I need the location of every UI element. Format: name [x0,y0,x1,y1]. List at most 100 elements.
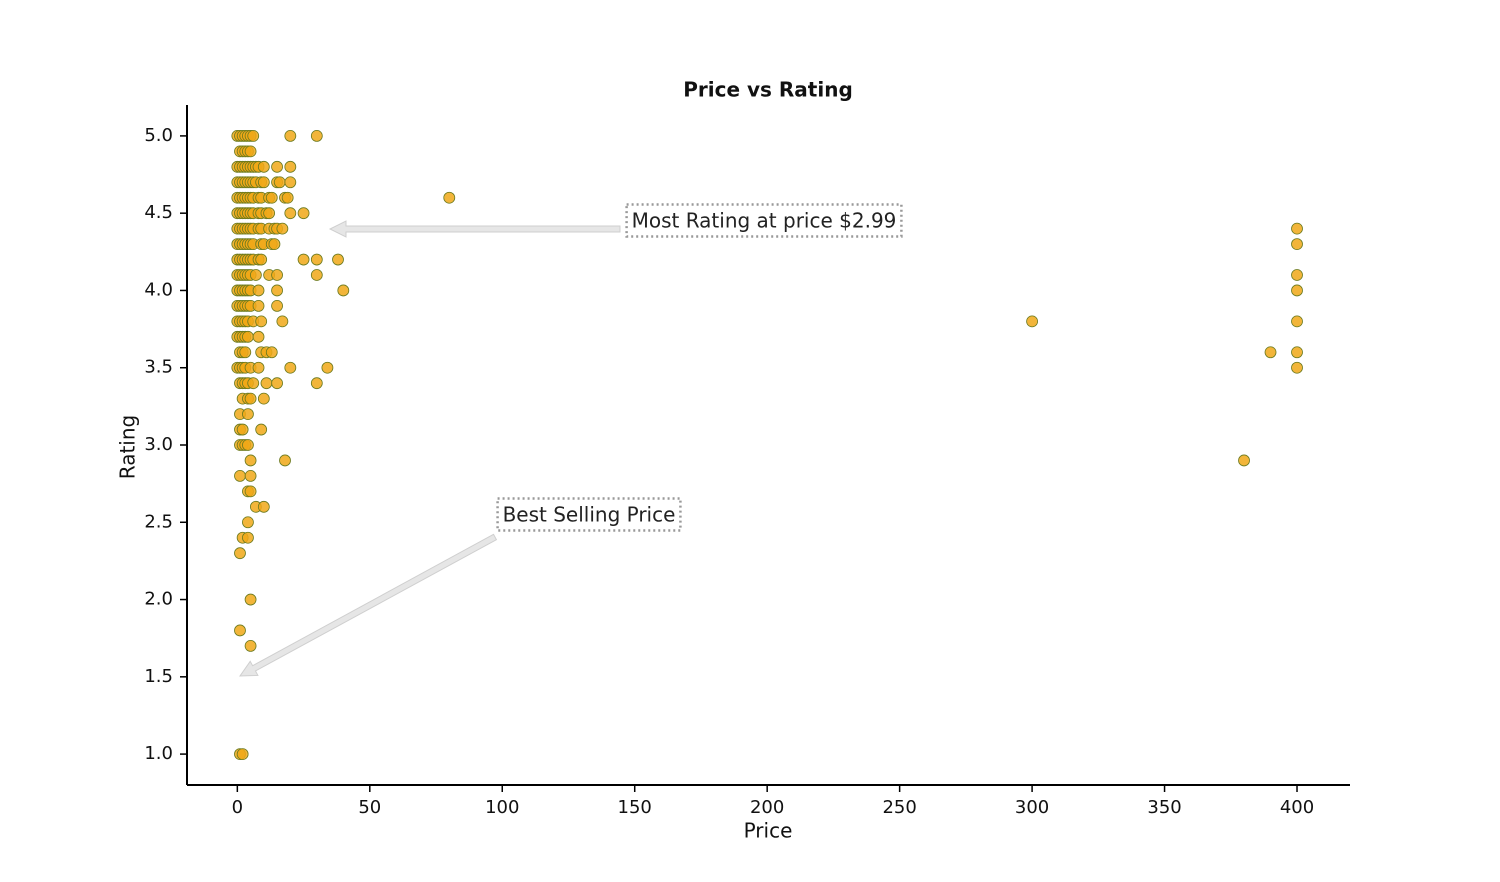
point [276,315,289,328]
y-axis-label: Rating [116,415,140,479]
point [284,361,297,374]
point [271,377,283,390]
annotation-box [496,497,682,532]
point [255,253,268,266]
point [242,330,254,343]
point [257,392,270,405]
point [443,191,456,204]
point [242,516,254,529]
point [271,160,283,173]
point [271,300,283,312]
point [239,346,252,359]
x-tick-label: 150 [618,797,652,818]
point [247,130,260,142]
point [281,191,294,204]
point [260,377,273,390]
y-tick-label: 3.0 [144,434,173,455]
point [337,284,350,297]
annotation-arrow [328,220,621,238]
point [310,253,323,266]
point [1026,315,1038,328]
y-tick-label: 1.0 [144,743,173,764]
x-axis-label: Price [744,819,793,843]
point [1291,284,1303,297]
point [244,593,257,606]
point [242,531,254,544]
point [265,346,278,359]
point [252,300,265,312]
point [1291,346,1303,359]
point [255,315,268,328]
point [321,361,334,374]
y-tick-label: 5.0 [144,125,173,146]
point [257,160,270,173]
point [284,130,297,142]
point [271,284,283,297]
point [332,253,344,266]
point [252,284,265,297]
x-tick-label: 350 [1147,797,1181,818]
point [257,500,270,513]
point [249,269,262,281]
point [1291,269,1303,281]
point [284,160,297,173]
y-tick-label: 2.0 [144,589,173,610]
y-tick-label: 1.5 [144,666,173,687]
point [268,238,281,250]
point [284,207,297,220]
point [247,377,260,390]
point [244,145,257,158]
annotation-text: Best Selling Price [503,503,676,527]
point [297,253,310,266]
y-tick-label: 4.0 [144,279,173,300]
x-tick-label: 400 [1280,797,1314,818]
point [244,470,257,482]
point [257,176,270,189]
point [236,748,249,760]
x-tick-label: 50 [358,797,381,818]
point [242,408,254,420]
point [242,439,254,451]
point [234,547,246,560]
x-tick-label: 0 [232,797,243,818]
chart-title: Price vs Rating [683,78,853,102]
point [276,222,289,235]
point [265,191,278,204]
point [310,269,323,281]
annotation-text: Most Rating at price $2.99 [632,209,897,233]
y-tick-label: 2.5 [144,511,173,532]
point [1264,346,1277,359]
x-tick-label: 300 [1015,797,1049,818]
annotation-arrow [239,533,498,677]
point [279,454,291,467]
annotation-box [625,203,903,238]
point [255,423,268,436]
point [310,377,323,390]
point [263,207,276,220]
point [1238,454,1250,467]
point [1291,315,1303,328]
point [1291,222,1303,235]
point [271,269,283,281]
point [244,640,257,652]
x-tick-label: 250 [882,797,916,818]
point [252,361,265,374]
point [297,207,310,220]
point [252,330,265,343]
x-tick-label: 200 [750,797,784,818]
point [244,392,257,405]
point [1291,238,1303,250]
point [284,176,297,189]
point [234,624,246,637]
y-tick-label: 3.5 [144,357,173,378]
point [310,130,323,142]
point [244,485,257,498]
point [244,454,257,467]
x-tick-label: 100 [485,797,519,818]
point [273,176,286,189]
point [236,423,249,436]
y-tick-label: 4.5 [144,202,173,223]
point [1291,361,1303,374]
point [234,470,246,482]
